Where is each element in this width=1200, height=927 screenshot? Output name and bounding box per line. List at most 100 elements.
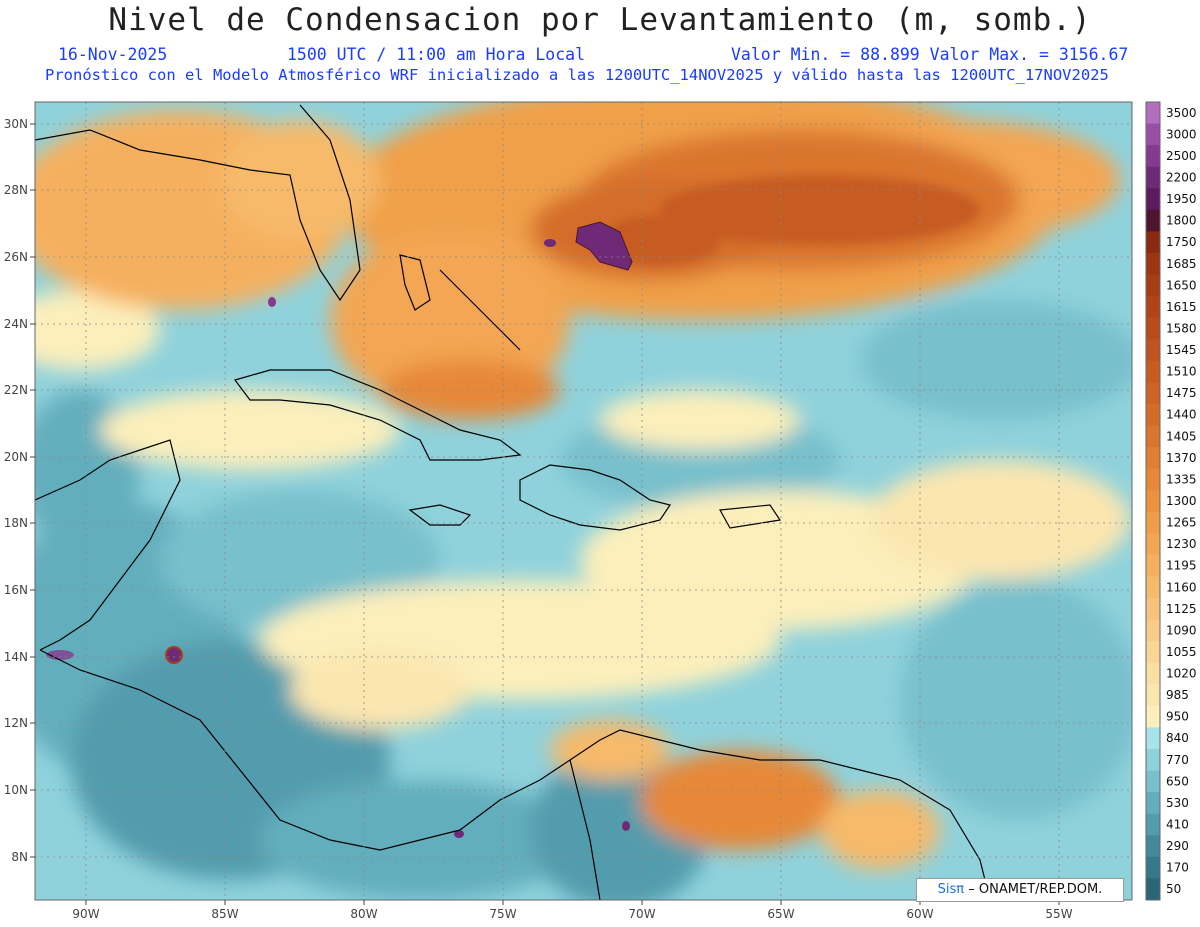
- colorbar-swatch: [1146, 382, 1160, 405]
- colorbar-label: 1545: [1166, 343, 1197, 357]
- colorbar-swatch: [1146, 576, 1160, 599]
- forecast-date: 16-Nov-2025: [58, 45, 168, 64]
- colorbar-swatch: [1146, 749, 1160, 772]
- lon-label: 85W: [211, 907, 238, 921]
- colorbar-label: 1405: [1166, 429, 1197, 443]
- colorbar-label: 650: [1166, 774, 1189, 788]
- colorbar-label: 950: [1166, 710, 1189, 724]
- colorbar-swatch: [1146, 425, 1160, 448]
- colorbar-swatch: [1146, 360, 1160, 383]
- colorbar-label: 1020: [1166, 667, 1197, 681]
- lat-label: 10N: [4, 783, 28, 797]
- colorbar-label: 530: [1166, 796, 1189, 810]
- colorbar-label: 1195: [1166, 559, 1197, 573]
- lat-label: 24N: [4, 317, 28, 331]
- colorbar-swatch: [1146, 641, 1160, 664]
- colorbar-swatch: [1146, 123, 1160, 146]
- colorbar-frame: [1145, 101, 1161, 901]
- shaded-field: [35, 102, 1132, 900]
- colorbar-swatch: [1146, 317, 1160, 340]
- lat-label: 30N: [4, 117, 28, 131]
- colorbar-swatch: [1146, 684, 1160, 707]
- colorbar-label: 1335: [1166, 472, 1197, 486]
- colorbar-swatch: [1146, 166, 1160, 189]
- colorbar-label: 2500: [1166, 149, 1197, 163]
- colorbar-label: 3500: [1166, 106, 1197, 120]
- colorbar-label: 290: [1166, 839, 1189, 853]
- colorbar-swatch: [1146, 339, 1160, 362]
- forecast-time: 1500 UTC / 11:00 am Hora Local: [287, 45, 586, 64]
- colorbar-swatch: [1146, 490, 1160, 513]
- lon-label: 75W: [489, 907, 516, 921]
- colorbar-label: 1160: [1166, 580, 1197, 594]
- colorbar-swatch: [1146, 511, 1160, 534]
- lon-label: 65W: [767, 907, 794, 921]
- coastlines: [35, 104, 991, 900]
- colorbar-label: 1685: [1166, 257, 1197, 271]
- colorbar-swatch: [1146, 662, 1160, 685]
- colorbar-swatch: [1146, 468, 1160, 491]
- colorbar-label: 3000: [1166, 127, 1197, 141]
- colorbar-label: 1950: [1166, 192, 1197, 206]
- colorbar-swatch: [1146, 274, 1160, 297]
- colorbar-swatch: [1146, 835, 1160, 858]
- colorbar-swatch: [1146, 727, 1160, 750]
- lat-label: 12N: [4, 716, 28, 730]
- colorbar-label: 1265: [1166, 516, 1197, 530]
- lat-label: 28N: [4, 183, 28, 197]
- lon-label: 60W: [906, 907, 933, 921]
- credit-box: Sisπ – ONAMET/REP.DOM.: [916, 878, 1124, 902]
- colorbar-swatch: [1146, 770, 1160, 793]
- colorbar-label: 985: [1166, 688, 1189, 702]
- colorbar-swatch: [1146, 598, 1160, 621]
- colorbar-label: 1370: [1166, 451, 1197, 465]
- colorbar-label: 1300: [1166, 494, 1197, 508]
- colorbar-label: 170: [1166, 861, 1189, 875]
- colorbar-label: 410: [1166, 818, 1189, 832]
- colorbar-swatch: [1146, 813, 1160, 836]
- colorbar-label: 1055: [1166, 645, 1197, 659]
- colorbar-label: 1440: [1166, 408, 1197, 422]
- min-max-values: Valor Min. = 88.899 Valor Max. = 3156.67: [731, 45, 1129, 64]
- lon-label: 90W: [72, 907, 99, 921]
- colorbar-label: 1125: [1166, 602, 1197, 616]
- colorbar-label: 50: [1166, 882, 1181, 896]
- colorbar-label: 840: [1166, 731, 1189, 745]
- colorbar-swatch: [1146, 209, 1160, 232]
- model-description: Pronóstico con el Modelo Atmosférico WRF…: [45, 66, 1109, 84]
- colorbar-swatch: [1146, 296, 1160, 319]
- lat-label: 16N: [4, 583, 28, 597]
- colorbar-swatch: [1146, 403, 1160, 427]
- lon-labels: 90W 85W 80W 75W 70W 65W 60W 55W: [72, 907, 1072, 921]
- colorbar-swatch: [1146, 102, 1160, 125]
- lat-label: 20N: [4, 450, 28, 464]
- lon-label: 70W: [628, 907, 655, 921]
- colorbar-label: 2200: [1166, 170, 1197, 184]
- map-title: Nivel de Condensacion por Levantamiento …: [108, 2, 1092, 38]
- colorbar-swatch: [1146, 188, 1160, 211]
- colorbar-swatch: [1146, 231, 1160, 254]
- colorbar-swatch: [1146, 878, 1160, 901]
- graticule: [35, 102, 1132, 900]
- colorbar-swatch: [1146, 856, 1160, 879]
- colorbar-label: 1800: [1166, 214, 1197, 228]
- lat-label: 26N: [4, 250, 28, 264]
- lon-label: 55W: [1045, 907, 1072, 921]
- colorbar-label: 1615: [1166, 300, 1197, 314]
- colorbar-label: 1650: [1166, 278, 1197, 292]
- colorbar-swatch: [1146, 705, 1160, 728]
- colorbar-label: 1580: [1166, 321, 1197, 335]
- lon-label: 80W: [350, 907, 377, 921]
- colorbar-swatch: [1146, 533, 1160, 556]
- credit-org: – ONAMET/REP.DOM.: [968, 882, 1103, 897]
- colorbar-label: 770: [1166, 753, 1189, 767]
- lat-label: 8N: [11, 850, 28, 864]
- colorbar-label: 1510: [1166, 365, 1197, 379]
- colorbar-swatch: [1146, 554, 1160, 577]
- sispi-logo-text: Sisπ: [937, 882, 965, 897]
- lat-label: 18N: [4, 516, 28, 530]
- colorbar-swatch: [1146, 252, 1160, 276]
- colorbar-swatch: [1146, 447, 1160, 470]
- colorbar: 3500 3000 2500 2200 1950 1800 1750 1685 1650 1615…: [1145, 101, 1197, 901]
